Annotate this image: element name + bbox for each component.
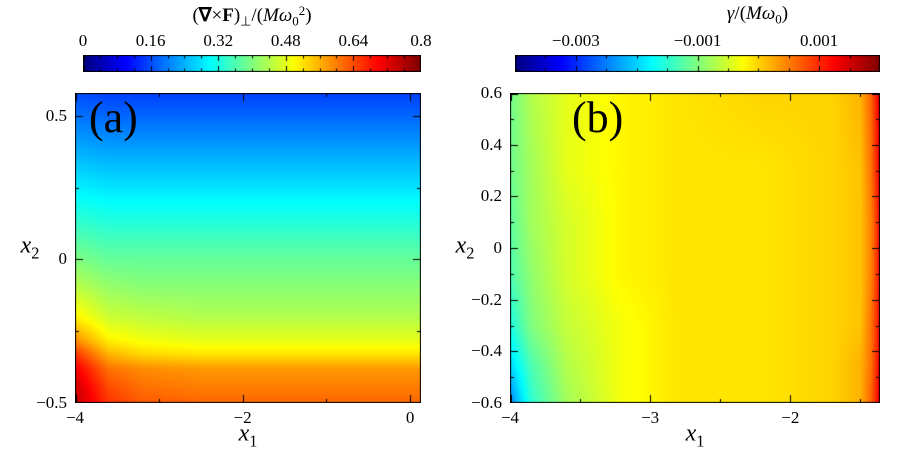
x-tick-label: −2 xyxy=(233,408,252,427)
x-tick-label: −2 xyxy=(781,408,800,427)
y-axis-label-b: x2 xyxy=(456,233,475,264)
colorbar-tick-label: 0.32 xyxy=(203,31,234,50)
y-tick-label: 0.6 xyxy=(480,83,502,102)
colorbar-title-b: γ/(Mω0) xyxy=(727,3,788,28)
y-tick-label: 0.4 xyxy=(480,134,502,154)
text-segment: /( xyxy=(251,4,264,26)
text-segment: 1 xyxy=(249,431,258,451)
y-tick-label: −0.6 xyxy=(471,393,502,412)
colorbar-tick-label: 0.001 xyxy=(800,31,839,50)
colorbar-tick-label: −0.003 xyxy=(551,31,600,50)
x-tick-label: −3 xyxy=(641,408,660,427)
colorbar-tick-label: 0 xyxy=(78,31,88,50)
heatmap-b xyxy=(510,93,880,403)
text-segment: 2 xyxy=(31,243,40,263)
text-segment: 0 xyxy=(292,13,299,29)
text-segment: 2 xyxy=(466,243,475,263)
text-segment: x xyxy=(685,420,697,447)
y-tick-label: −0.5 xyxy=(36,393,67,412)
text-segment: ) xyxy=(233,4,241,26)
text-segment: M xyxy=(746,3,762,24)
y-tick-label: −0.2 xyxy=(471,289,502,309)
text-segment: F xyxy=(222,4,234,26)
x-tick-label: −4 xyxy=(500,408,520,427)
panel-letter-b: (b) xyxy=(572,93,624,142)
text-segment: ω xyxy=(761,3,776,24)
colorbar-tick-label: 0.8 xyxy=(410,31,432,50)
text-segment: ∇ xyxy=(198,4,212,26)
text-segment: ω xyxy=(278,4,293,26)
heatmap-a xyxy=(75,93,421,403)
text-segment: γ xyxy=(726,3,735,24)
colorbar-title-a: (∇×F)⊥/(Mω02) xyxy=(192,3,311,29)
text-segment: × xyxy=(211,4,223,26)
colorbar-a xyxy=(83,55,421,72)
text-segment: M xyxy=(263,4,279,26)
y-tick-label: 0 xyxy=(58,249,68,269)
y-tick-label: 0.5 xyxy=(45,105,67,125)
colorbar-tick-label: −0.001 xyxy=(673,31,722,50)
text-segment: ( xyxy=(192,4,199,26)
colorbar-tick-label: 0.64 xyxy=(338,31,369,50)
y-tick-label: 0.2 xyxy=(480,186,502,206)
text-segment: ) xyxy=(305,4,312,26)
text-segment: ⊥ xyxy=(240,13,252,29)
text-segment: /( xyxy=(734,3,747,24)
text-segment: x xyxy=(20,232,32,259)
text-segment: 0 xyxy=(775,11,782,27)
y-tick-label: 0 xyxy=(493,238,503,257)
text-segment: ) xyxy=(781,3,789,24)
x-axis-label-a: x1 xyxy=(239,421,258,452)
x-tick-label: −4 xyxy=(65,408,85,427)
panel-letter-a: (a) xyxy=(89,93,138,142)
text-segment: 1 xyxy=(696,431,705,451)
colorbar-tick-label: 0.16 xyxy=(135,31,166,50)
y-tick-label: −0.4 xyxy=(471,341,502,361)
x-axis-label-b: x1 xyxy=(686,421,705,452)
text-segment: x xyxy=(455,232,467,259)
y-axis-label-a: x2 xyxy=(21,233,40,264)
text-segment: x xyxy=(238,420,250,447)
colorbar-tick-label: 0.48 xyxy=(270,31,301,50)
text-segment: 2 xyxy=(298,3,306,18)
x-tick-label: 0 xyxy=(405,408,415,427)
colorbar-b xyxy=(515,55,880,72)
